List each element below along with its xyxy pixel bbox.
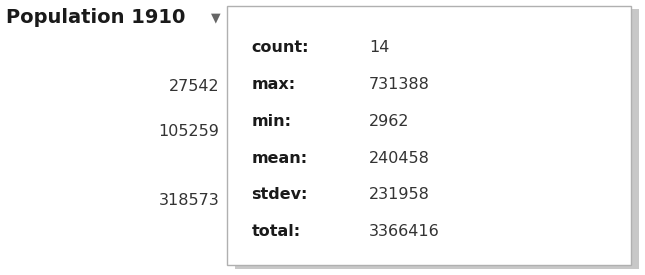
Text: ▼: ▼ (211, 11, 221, 24)
Text: 105259: 105259 (159, 125, 219, 139)
Text: 231958: 231958 (369, 187, 430, 202)
Text: mean:: mean: (252, 150, 308, 166)
Text: stdev:: stdev: (252, 187, 308, 202)
Text: 27542: 27542 (169, 79, 219, 94)
Text: 318573: 318573 (159, 193, 219, 208)
Text: 731388: 731388 (369, 77, 430, 92)
Text: min:: min: (252, 114, 292, 129)
Text: total:: total: (252, 224, 301, 239)
FancyBboxPatch shape (227, 6, 631, 265)
Text: max:: max: (252, 77, 295, 92)
Text: 14: 14 (369, 40, 390, 55)
Text: Population 1910: Population 1910 (6, 8, 186, 28)
Text: 240458: 240458 (369, 150, 430, 166)
FancyBboxPatch shape (235, 9, 639, 269)
Text: 2962: 2962 (369, 114, 410, 129)
Text: count:: count: (252, 40, 309, 55)
Text: 3366416: 3366416 (369, 224, 440, 239)
